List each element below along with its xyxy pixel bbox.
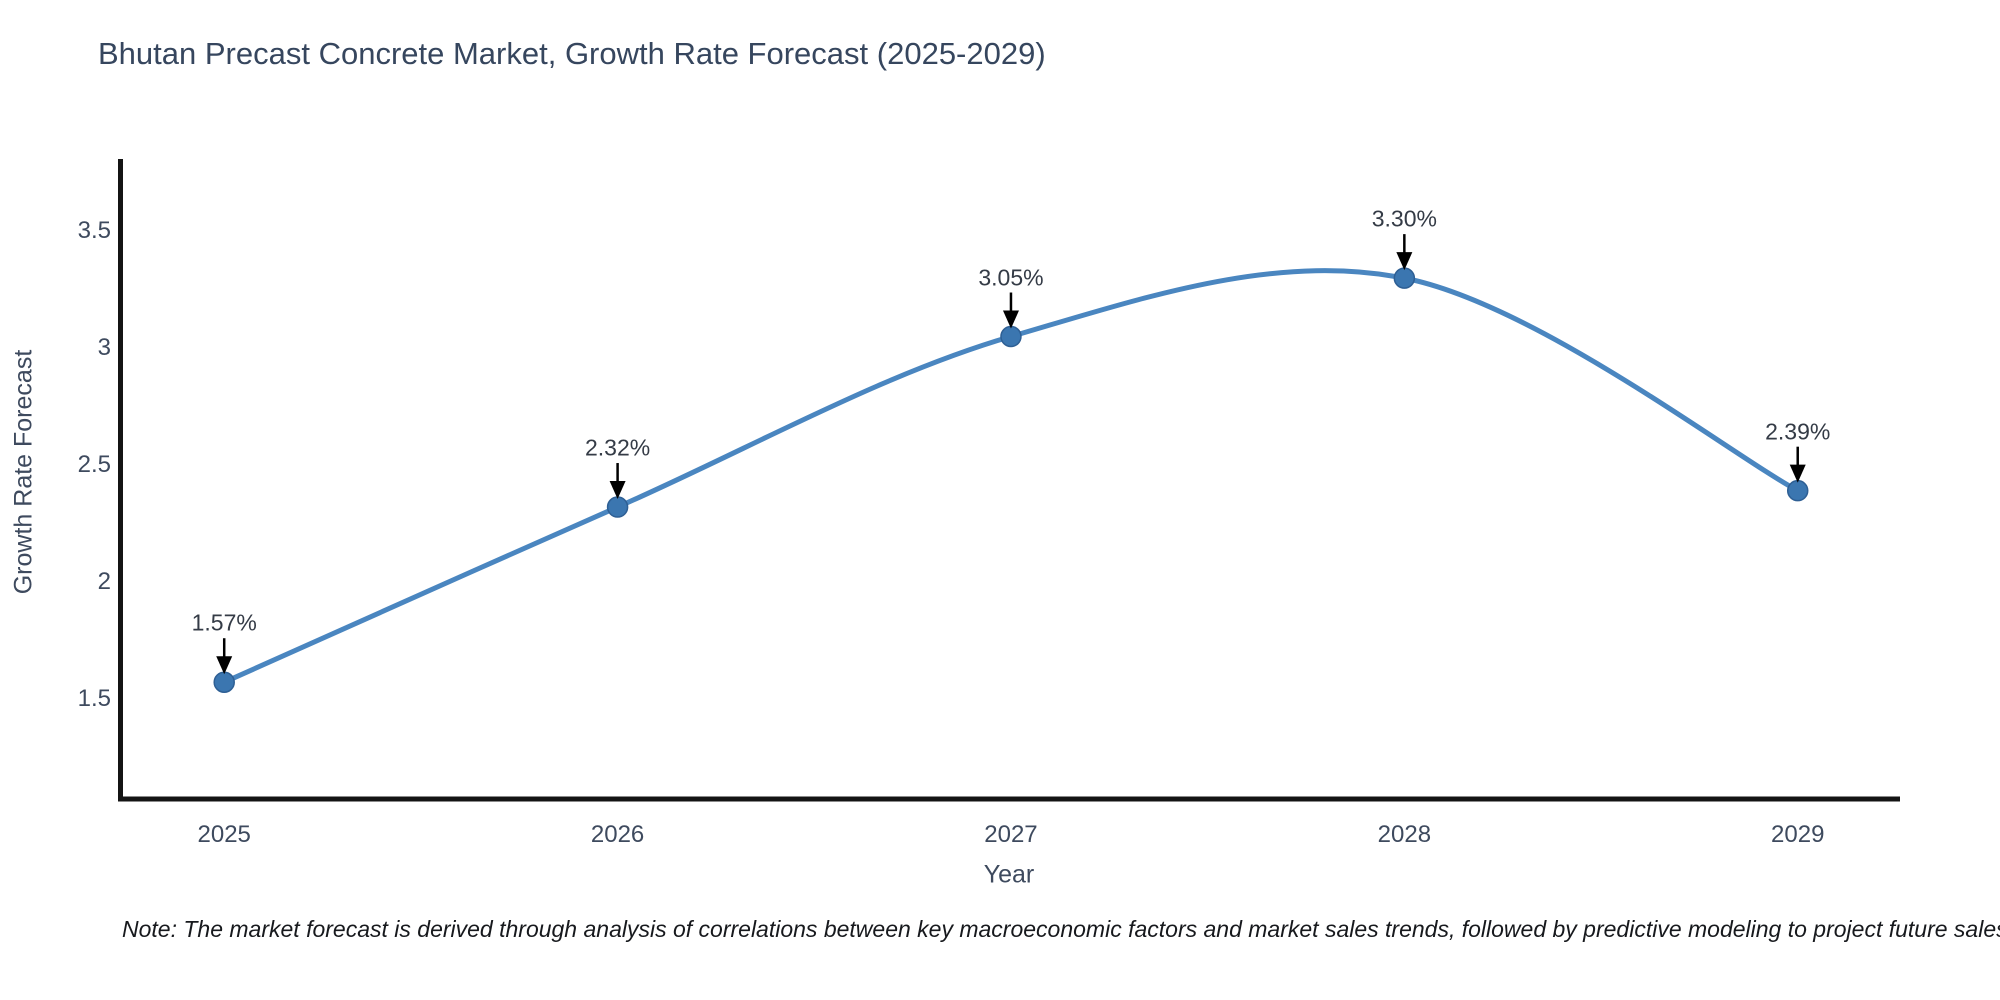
x-tick-label: 2026 [590,821,645,848]
data-point-marker [1393,267,1416,289]
annotation-arrow-icon [1002,310,1019,329]
annotation-arrow-icon [609,481,626,500]
x-tick-label: 2029 [1771,821,1825,848]
data-point-annotation: 2.39% [1765,418,1831,445]
chart-title: Bhutan Precast Concrete Market, Growth R… [98,36,1046,71]
data-point-marker [1000,325,1022,348]
annotation-arrow-icon [216,656,233,675]
x-tick-label: 2027 [984,821,1038,848]
y-tick-label: 3.5 [77,217,111,245]
x-axis-title: Year [983,860,1035,889]
data-point-annotation: 2.32% [584,434,651,461]
data-point-annotation: 1.57% [191,609,257,636]
y-tick-label: 1.5 [77,684,111,712]
data-point-marker [213,671,235,693]
data-point-marker [606,496,629,518]
footnote: Note: The market forecast is derived thr… [122,916,2000,942]
y-tick-label: 3 [97,334,111,362]
data-point-marker [1786,479,1809,502]
y-tick-label: 2 [97,567,111,595]
data-point-annotation: 3.30% [1371,205,1437,232]
y-tick-label: 2.5 [77,450,111,478]
x-tick-label: 2028 [1377,821,1432,848]
data-point-annotation: 3.05% [978,264,1044,291]
annotation-arrow-icon [1789,464,1806,483]
x-tick-label: 2025 [197,821,251,848]
annotation-arrow-icon [1396,252,1413,271]
